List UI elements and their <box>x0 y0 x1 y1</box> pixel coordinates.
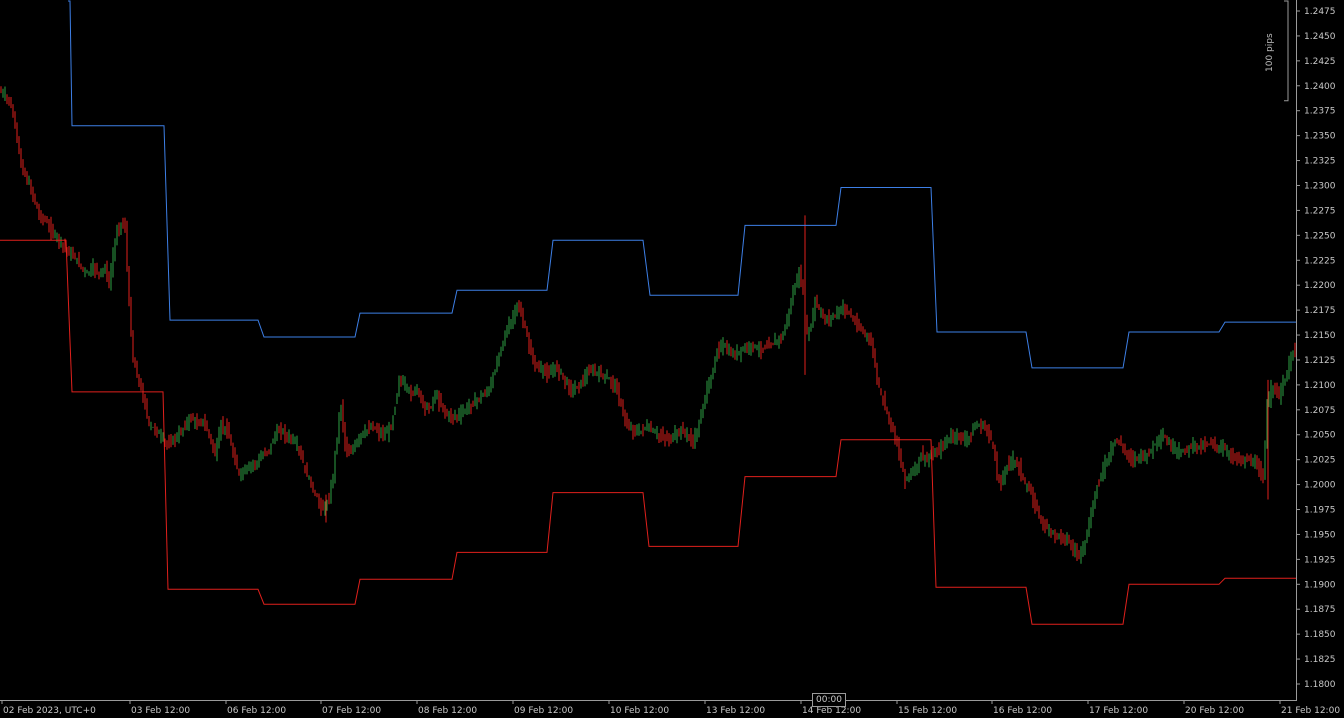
y-tick-label: 1.1875 <box>1304 605 1336 615</box>
y-tick-label: 1.2125 <box>1304 356 1336 366</box>
x-tick-label: 16 Feb 12:00 <box>993 706 1052 716</box>
x-tick-label: 07 Feb 12:00 <box>322 706 381 716</box>
y-tick-label: 1.2425 <box>1304 57 1336 67</box>
x-tick-label: 02 Feb 2023, UTC+0 <box>3 706 96 716</box>
lower-channel-line <box>0 239 1296 625</box>
upper-channel-line <box>68 0 1296 369</box>
y-tick-label: 1.1850 <box>1304 630 1336 640</box>
y-tick-label: 1.2400 <box>1304 82 1336 92</box>
y-tick-label: 1.2475 <box>1304 7 1336 17</box>
y-tick-label: 1.2150 <box>1304 331 1336 341</box>
candles <box>0 86 1296 564</box>
x-tick-label: 10 Feb 12:00 <box>610 706 669 716</box>
pips-scale-label: 100 pips <box>1265 33 1275 72</box>
y-tick-label: 1.1950 <box>1304 530 1336 540</box>
x-tick-label: 06 Feb 12:00 <box>227 706 286 716</box>
time-cursor-label[interactable]: 00:00 <box>812 693 846 707</box>
x-tick-label: 13 Feb 12:00 <box>706 706 765 716</box>
y-tick-label: 1.2350 <box>1304 132 1336 142</box>
x-tick-label: 09 Feb 12:00 <box>514 706 573 716</box>
y-tick-label: 1.1900 <box>1304 580 1336 590</box>
y-tick-label: 1.2450 <box>1304 32 1336 42</box>
y-tick-label: 1.2000 <box>1304 481 1336 491</box>
y-tick-label: 1.1975 <box>1304 506 1336 516</box>
y-tick-label: 1.2325 <box>1304 157 1336 167</box>
y-tick-label: 1.2300 <box>1304 181 1336 191</box>
y-tick-label: 1.2375 <box>1304 107 1336 117</box>
y-tick-label: 1.2275 <box>1304 206 1336 216</box>
y-tick-label: 1.1925 <box>1304 555 1336 565</box>
y-tick-label: 1.2200 <box>1304 281 1336 291</box>
x-tick-label: 17 Feb 12:00 <box>1089 706 1148 716</box>
x-tick-label: 08 Feb 12:00 <box>418 706 477 716</box>
x-tick-label: 21 Feb 12:00 <box>1281 706 1340 716</box>
y-tick-label: 1.2050 <box>1304 431 1336 441</box>
y-tick-label: 1.2075 <box>1304 406 1336 416</box>
y-tick-label: 1.2175 <box>1304 306 1336 316</box>
y-tick-label: 1.1800 <box>1304 680 1336 690</box>
y-tick-label: 1.2100 <box>1304 381 1336 391</box>
x-tick-label: 20 Feb 12:00 <box>1185 706 1244 716</box>
y-tick-label: 1.2225 <box>1304 256 1336 266</box>
y-tick-label: 1.2250 <box>1304 231 1336 241</box>
pips-scale-bracket <box>1284 0 1289 102</box>
x-tick-label: 14 Feb 12:00 <box>802 706 861 716</box>
x-tick-label: 03 Feb 12:00 <box>131 706 190 716</box>
y-tick-label: 1.1825 <box>1304 655 1336 665</box>
y-tick-label: 1.2025 <box>1304 456 1336 466</box>
x-tick-label: 15 Feb 12:00 <box>898 706 957 716</box>
